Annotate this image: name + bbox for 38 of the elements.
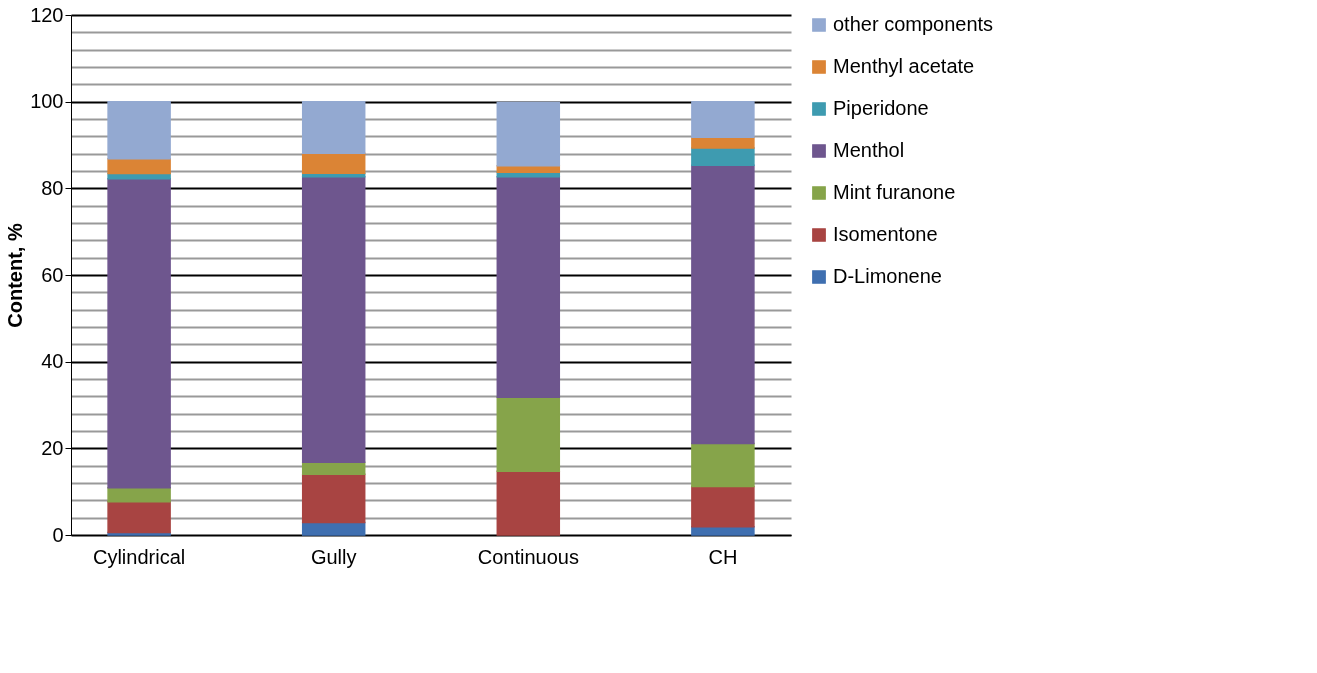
x-tick-label: Gully xyxy=(310,545,357,568)
bar xyxy=(301,521,366,536)
bar xyxy=(691,100,755,138)
bar xyxy=(691,164,755,445)
bar xyxy=(107,500,171,534)
legend-label: Mint furanone xyxy=(833,181,956,203)
bar xyxy=(496,470,561,536)
bar xyxy=(301,152,366,174)
x-tick-label: Cylindrical xyxy=(92,545,186,568)
y-tick-label: 0 xyxy=(52,523,64,546)
bar xyxy=(496,175,561,398)
legend-label: Piperidone xyxy=(833,97,929,119)
y-tick-label: 120 xyxy=(30,3,64,26)
bar xyxy=(496,396,561,473)
legend-label: Menthyl acetate xyxy=(833,55,975,77)
y-tick-label: 80 xyxy=(41,176,64,199)
bar xyxy=(691,136,755,149)
bar xyxy=(301,100,366,154)
bar xyxy=(107,100,171,160)
y-axis-title: Content, % xyxy=(4,223,27,328)
bar xyxy=(691,485,755,528)
bar xyxy=(301,175,366,463)
y-tick-label: 20 xyxy=(41,436,64,459)
bar xyxy=(301,473,366,524)
legend-label: Isomentone xyxy=(833,223,938,245)
y-tick-label: 60 xyxy=(41,263,64,286)
legend-label: other components xyxy=(833,13,994,35)
bar xyxy=(107,178,171,489)
bar xyxy=(496,101,561,167)
bar xyxy=(107,172,171,180)
x-tick-label: CH xyxy=(708,545,738,568)
y-tick-label: 40 xyxy=(41,350,64,373)
x-tick-label: Continuous xyxy=(477,545,579,568)
legend-label: Menthol xyxy=(833,139,905,161)
y-tick-label: 100 xyxy=(30,90,64,113)
bar xyxy=(691,442,755,488)
legend-label: D-Limonene xyxy=(833,265,942,287)
bar xyxy=(691,147,755,167)
